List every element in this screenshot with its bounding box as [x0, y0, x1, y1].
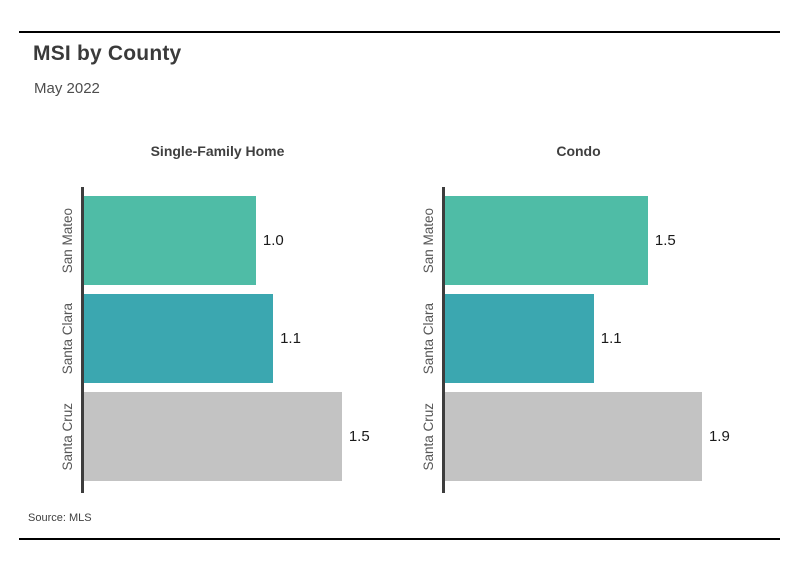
- panel-condo: Condo San Mateo Santa Clara Santa Cruz 1.5…: [414, 143, 775, 493]
- category-row: Santa Cruz: [53, 392, 81, 481]
- charts-row: Single-Family Home San Mateo Santa Clara S…: [53, 143, 775, 493]
- value-label: 1.5: [348, 428, 370, 445]
- bar-row: 1.9: [445, 392, 775, 481]
- bar: [445, 196, 648, 285]
- bar: [84, 392, 342, 481]
- bottom-rule: [19, 538, 780, 540]
- bar-row: 1.0: [84, 196, 414, 285]
- category-axis-labels: San Mateo Santa Clara Santa Cruz: [414, 187, 442, 493]
- panel-title: Single-Family Home: [150, 143, 285, 159]
- category-label: Santa Clara: [420, 302, 436, 375]
- bar-area: 1.5 1.1 1.9: [442, 187, 775, 493]
- value-label: 1.5: [654, 232, 676, 249]
- category-row: Santa Clara: [53, 294, 81, 383]
- category-label: San Mateo: [420, 207, 436, 274]
- category-row: Santa Clara: [414, 294, 442, 383]
- chart-subtitle: May 2022: [34, 80, 100, 97]
- value-label: 1.0: [262, 232, 284, 249]
- bar-row: 1.5: [445, 196, 775, 285]
- category-row: Santa Cruz: [414, 392, 442, 481]
- bar: [84, 196, 256, 285]
- bar-row: 1.1: [84, 294, 414, 383]
- category-label: Santa Cruz: [59, 402, 75, 471]
- value-label: 1.1: [280, 330, 301, 347]
- category-row: San Mateo: [53, 196, 81, 285]
- bar-area: 1.0 1.1 1.5: [81, 187, 414, 493]
- bar: [445, 392, 702, 481]
- source-note: Source: MLS: [28, 512, 92, 524]
- bar-row: 1.5: [84, 392, 414, 481]
- category-label: San Mateo: [59, 207, 75, 274]
- bar: [84, 294, 274, 383]
- plot-area: San Mateo Santa Clara Santa Cruz 1.0 1.1 1.5: [53, 187, 414, 493]
- page-title: MSI by County: [33, 42, 182, 65]
- top-rule: [19, 31, 780, 33]
- value-label: 1.9: [708, 428, 730, 445]
- plot-area: San Mateo Santa Clara Santa Cruz 1.5 1.1 1.9: [414, 187, 775, 493]
- category-label: Santa Cruz: [420, 402, 436, 471]
- bar-row: 1.1: [445, 294, 775, 383]
- value-label: 1.1: [600, 330, 622, 347]
- bar: [445, 294, 594, 383]
- category-row: San Mateo: [414, 196, 442, 285]
- category-label: Santa Clara: [59, 302, 75, 375]
- category-axis-labels: San Mateo Santa Clara Santa Cruz: [53, 187, 81, 493]
- panel-title: Condo: [556, 143, 601, 159]
- panel-single-family-home: Single-Family Home San Mateo Santa Clara S…: [53, 143, 414, 493]
